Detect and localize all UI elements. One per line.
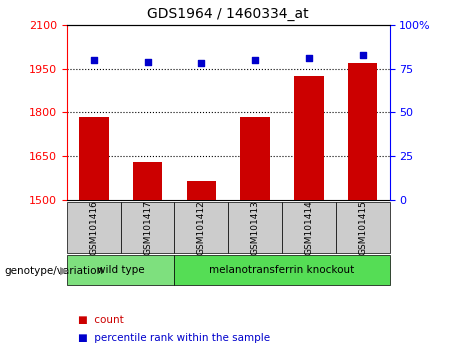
Bar	[294, 76, 324, 200]
Bar	[348, 63, 378, 200]
Text: ▶: ▶	[60, 266, 68, 276]
Bar	[79, 118, 108, 200]
Text: GSM101417: GSM101417	[143, 200, 152, 255]
Point	[305, 55, 313, 61]
Point	[251, 57, 259, 63]
Point	[144, 59, 151, 64]
Point	[359, 52, 366, 57]
Text: melanotransferrin knockout: melanotransferrin knockout	[209, 265, 355, 275]
Text: ■  count: ■ count	[78, 315, 124, 325]
Bar	[240, 118, 270, 200]
Title: GDS1964 / 1460334_at: GDS1964 / 1460334_at	[148, 7, 309, 21]
Bar	[187, 181, 216, 200]
Point	[198, 61, 205, 66]
Text: GSM101416: GSM101416	[89, 200, 98, 255]
Bar	[133, 162, 162, 200]
Point	[90, 57, 97, 63]
Text: genotype/variation: genotype/variation	[5, 266, 104, 276]
Text: GSM101414: GSM101414	[304, 200, 313, 255]
Text: GSM101415: GSM101415	[358, 200, 367, 255]
Text: GSM101413: GSM101413	[251, 200, 260, 255]
Text: wild type: wild type	[97, 265, 144, 275]
Text: ■  percentile rank within the sample: ■ percentile rank within the sample	[78, 333, 271, 343]
Text: GSM101412: GSM101412	[197, 200, 206, 255]
